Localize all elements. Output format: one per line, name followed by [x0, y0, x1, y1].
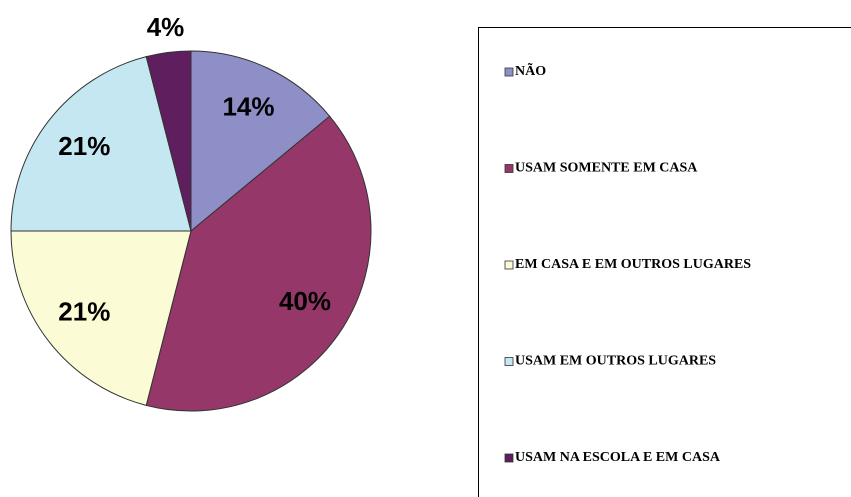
pie-slice	[190, 50, 331, 233]
legend-swatch	[504, 164, 514, 173]
data-label: 4%	[147, 12, 185, 42]
legend-swatch	[504, 260, 514, 270]
data-label: 21%	[58, 131, 110, 161]
pie-slice	[10, 56, 192, 232]
legend-swatch	[504, 357, 514, 366]
legend-label: USAM SOMENTE EM CASA	[515, 161, 698, 176]
legend-label: USAM NA ESCOLA E EM CASA	[515, 450, 721, 465]
pie-slice	[145, 115, 372, 412]
legend-swatch	[504, 67, 514, 77]
legend-box	[478, 27, 851, 497]
legend-swatch	[504, 453, 514, 463]
legend-label: NÃO	[515, 61, 546, 79]
data-label: 40%	[279, 286, 331, 316]
legend-label: EM CASA E EM OUTROS LUGARES	[515, 257, 751, 272]
pie-slice	[10, 230, 192, 406]
legend-label: USAM EM OUTROS LUGARES	[515, 354, 716, 369]
data-label: 14%	[222, 92, 274, 122]
data-label: 21%	[58, 297, 110, 327]
pie-slice	[145, 50, 192, 232]
